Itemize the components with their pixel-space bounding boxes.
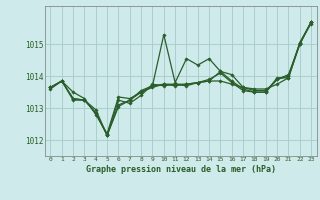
X-axis label: Graphe pression niveau de la mer (hPa): Graphe pression niveau de la mer (hPa) (86, 165, 276, 174)
